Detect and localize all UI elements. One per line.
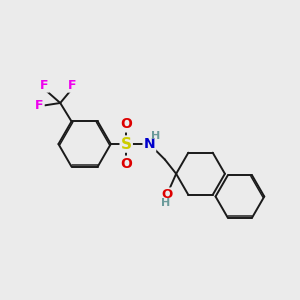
Text: F: F <box>35 99 44 112</box>
Text: F: F <box>68 79 76 92</box>
Text: N: N <box>144 137 155 151</box>
Text: S: S <box>121 136 132 152</box>
Text: O: O <box>120 117 132 131</box>
Text: O: O <box>120 157 132 171</box>
Text: H: H <box>161 198 170 208</box>
Text: F: F <box>40 79 49 92</box>
Text: O: O <box>162 188 173 201</box>
Text: H: H <box>151 131 160 141</box>
